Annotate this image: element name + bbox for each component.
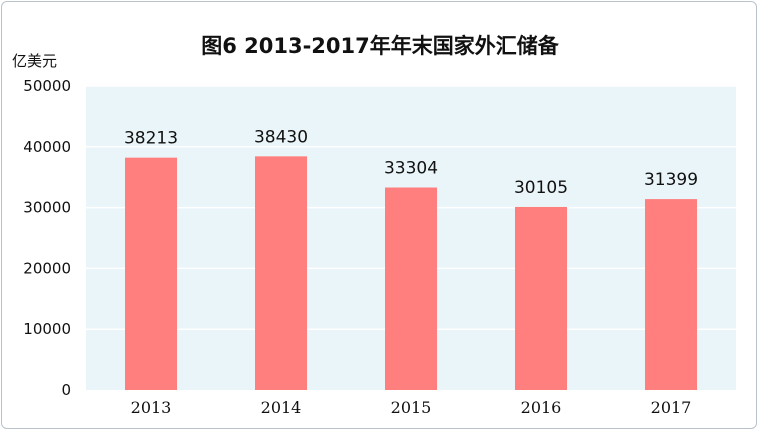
y-tick-label: 40000 [23,138,71,156]
bar-2017 [645,199,697,390]
bar-2013 [125,157,177,390]
data-label-2015: 33304 [384,159,438,179]
data-label-2017: 31399 [644,170,698,190]
data-label-2014: 38430 [254,127,308,147]
bars [125,156,697,390]
x-tick-label-2015: 2015 [391,398,432,417]
y-tick-label: 10000 [23,320,71,338]
data-label-2016: 30105 [514,178,568,198]
x-tick-label-2013: 2013 [131,398,172,417]
x-tick-label-2014: 2014 [261,398,302,417]
x-tick-label-2016: 2016 [521,398,562,417]
bar-2015 [385,187,437,390]
y-tick-label: 50000 [23,77,71,95]
data-label-2013: 38213 [124,129,178,149]
y-tick-label: 30000 [23,199,71,217]
x-tick-label-2017: 2017 [651,398,692,417]
chart-title: 图6 2013-2017年年末国家外汇储备 [201,34,559,58]
y-axis-ticks: 0 10000 20000 30000 40000 50000 [23,77,71,399]
bar-2014 [255,156,307,390]
y-tick-label: 20000 [23,259,71,277]
y-axis-unit-label: 亿美元 [12,52,58,70]
x-axis-ticks: 2013 2014 2015 2016 2017 [131,398,692,417]
y-tick-label: 0 [61,381,71,399]
bar-2016 [515,206,567,390]
data-labels: 38213 38430 33304 30105 31399 [124,127,698,198]
